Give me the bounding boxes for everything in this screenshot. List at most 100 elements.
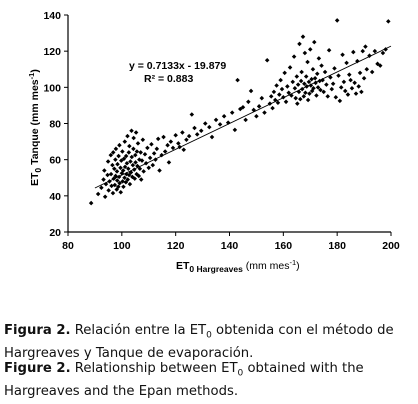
data-point [110,190,116,196]
x-axis-title-sub: 0 Hargreaves [189,264,243,274]
data-point [168,139,174,144]
data-point [141,169,146,174]
data-point [149,142,154,147]
data-point [114,169,120,174]
caption-spanish-text-end: obtenida con el método de Hargreaves y T… [4,323,394,361]
x-tick-label: 140 [221,240,239,252]
data-point [294,74,300,79]
data-point [126,150,132,155]
data-point [117,142,122,148]
clipped-caption-edge [0,297,418,303]
data-point [121,156,127,162]
data-point [161,134,166,140]
clipped-previous-caption [0,297,418,303]
data-point [138,177,144,182]
y-axis-title-main: ET [29,172,41,186]
data-point [312,39,317,45]
data-point [229,110,235,115]
data-point [101,177,106,182]
y-tick-label: 60 [49,155,61,167]
caption-spanish: Figura 2. Relación entre la ET0 obtenida… [4,322,414,363]
data-point [287,65,293,70]
data-point [336,73,341,78]
x-axis-title-unit-close: ) [296,260,300,272]
data-point [232,127,238,133]
data-point [283,99,289,105]
x-axis-title-main: ET [176,260,190,272]
data-point [262,110,267,115]
caption-english: Figure 2. Relationship between ET0 obtai… [4,360,414,401]
data-point [88,200,94,206]
data-point [140,137,146,143]
data-point [120,179,125,184]
data-point [268,94,274,99]
data-point [342,88,348,94]
data-point [330,81,336,86]
x-tick-label: 160 [275,240,293,252]
data-point [118,165,123,171]
data-point [290,79,296,85]
data-point [274,83,279,88]
caption-spanish-text: Relación entre la ET [70,323,207,338]
data-point [120,149,125,154]
data-point [319,63,324,68]
data-point [303,74,309,79]
data-point [360,48,366,54]
data-point [118,189,124,195]
y-axis-title: ET0 Tanque (mm mes-1) [27,69,43,186]
data-point [189,112,195,117]
data-point [349,85,355,91]
data-point [125,177,131,182]
data-point [235,77,240,83]
y-tick-label: 20 [49,227,61,239]
data-point [240,104,246,110]
x-axis-title-unit-sup: -1 [290,258,297,267]
data-point [305,59,310,65]
data-point [122,139,128,144]
caption-english-sub: 0 [237,368,244,379]
regression-equation: y = 0.7133x - 19.879 [129,60,226,72]
data-point [126,172,132,178]
data-point [147,155,153,161]
data-point [352,80,357,86]
data-point [359,89,364,95]
y-ticks: 20 40 60 80 100 120 140 [43,10,68,239]
data-point [254,114,259,119]
data-point [180,130,185,135]
data-point [363,44,368,49]
data-point [347,72,352,77]
y-axis-title-rest: Tanque (mm mes [29,79,41,168]
data-point [348,77,353,83]
x-axis-title-unit: (mm mes [246,260,290,272]
data-points [88,18,391,206]
data-point [243,117,248,123]
y-tick-label: 80 [49,119,61,131]
data-point [338,85,344,90]
x-tick-label: 180 [328,240,346,252]
data-point [120,168,126,173]
data-point [341,79,347,85]
data-point [115,161,120,167]
data-point [291,54,297,59]
data-point [324,82,329,87]
data-point [184,137,189,143]
data-point [135,141,141,146]
data-point [351,49,356,55]
data-point [116,153,121,159]
data-point [285,84,290,89]
data-point [326,47,332,53]
regression-line [94,45,392,189]
data-point [99,185,104,190]
data-point [194,132,200,137]
data-point [299,69,304,75]
data-point [186,133,192,139]
data-point [300,34,306,39]
data-point [302,50,308,56]
data-point [248,88,254,94]
data-point [282,70,287,76]
data-point [129,128,134,133]
data-point [157,168,162,173]
data-point [386,19,391,24]
data-point [125,133,130,139]
caption-spanish-sub: 0 [206,330,212,341]
